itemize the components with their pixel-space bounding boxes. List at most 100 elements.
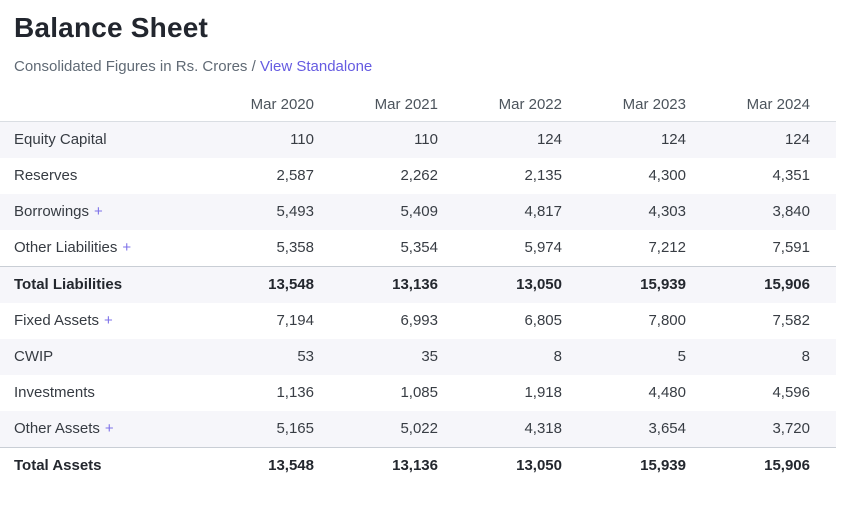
value-cell: 7,591 xyxy=(772,239,810,256)
value-cell: 7,582 xyxy=(772,312,810,329)
row-label-header xyxy=(0,88,216,122)
table-row-reserves: Reserves 2,587 2,262 2,135 4,300 4,351 xyxy=(0,158,836,194)
value-cell: 5,354 xyxy=(400,239,438,256)
subtitle-text: Consolidated Figures in Rs. Crores / xyxy=(14,58,256,75)
row-label: Equity Capital xyxy=(14,131,107,148)
value-cell: 13,136 xyxy=(340,447,464,484)
row-label: Fixed Assets xyxy=(14,312,100,329)
expand-plus-icon: + xyxy=(122,239,132,256)
row-label-cell: Total Liabilities xyxy=(0,266,216,303)
row-label: Other Assets xyxy=(14,420,100,437)
value-cell: 8 xyxy=(801,348,810,365)
row-label-cell: Other Liabilities + xyxy=(0,230,216,267)
row-label: Reserves xyxy=(14,167,78,184)
table-row-cwip: CWIP 53 35 8 5 8 xyxy=(0,339,836,375)
value-cell: 15,906 xyxy=(712,266,836,303)
value-cell: 15,939 xyxy=(588,447,712,484)
col-header-mar-2021: Mar 2021 xyxy=(340,88,464,122)
value-cell: 1,918 xyxy=(524,384,562,401)
value-cell: 7,212 xyxy=(648,239,686,256)
value-cell: 2,262 xyxy=(400,167,438,184)
value-cell: 35 xyxy=(421,348,438,365)
row-label-cell: Investments xyxy=(0,375,216,411)
value-cell: 3,840 xyxy=(772,203,810,220)
expand-row-button-borrowings[interactable]: Borrowings + xyxy=(14,203,103,221)
table-row-other-assets: Other Assets +5,165 5,022 4,318 3,654 3,720 xyxy=(0,411,836,448)
row-label: CWIP xyxy=(14,348,54,365)
table-row-borrowings: Borrowings +5,493 5,409 4,817 4,303 3,840 xyxy=(0,194,836,230)
table-row-other-liabilities: Other Liabilities +5,358 5,354 5,974 7,212 7,… xyxy=(0,230,836,267)
row-label-cell: Fixed Assets + xyxy=(0,303,216,339)
row-label-cell: Reserves xyxy=(0,158,216,194)
value-cell: 110 xyxy=(290,131,314,148)
row-label: Other Liabilities xyxy=(14,239,118,256)
value-cell: 6,993 xyxy=(400,312,438,329)
table-header-row: Mar 2020 Mar 2021 Mar 2022 Mar 2023 Mar 2024 xyxy=(0,88,836,122)
table-row-total-liabilities: Total Liabilities 13,548 13,136 13,050 15,93… xyxy=(0,266,836,303)
value-cell: 4,318 xyxy=(524,420,562,437)
value-cell: 1,085 xyxy=(400,384,438,401)
value-cell: 2,587 xyxy=(276,167,314,184)
value-cell: 124 xyxy=(536,131,562,148)
balance-sheet-section: Balance Sheet Consolidated Figures in Rs… xyxy=(0,12,852,484)
row-label: Investments xyxy=(14,384,95,401)
expand-row-button-other-liabilities[interactable]: Other Liabilities + xyxy=(14,239,131,257)
value-cell: 5,022 xyxy=(400,420,438,437)
value-cell: 5,358 xyxy=(276,239,314,256)
value-cell: 3,720 xyxy=(772,420,810,437)
col-header-mar-2024: Mar 2024 xyxy=(712,88,836,122)
value-cell: 1,136 xyxy=(276,384,314,401)
value-cell: 53 xyxy=(297,348,314,365)
value-cell: 5 xyxy=(677,348,686,365)
value-cell: 124 xyxy=(660,131,686,148)
value-cell: 5,409 xyxy=(400,203,438,220)
row-label-cell: Equity Capital xyxy=(0,122,216,159)
subtitle: Consolidated Figures in Rs. Crores / Vie… xyxy=(14,58,852,76)
table-body: Equity Capital 110 110 124 124 124 Reserves 2,5… xyxy=(0,121,836,484)
table-row-total-assets: Total Assets 13,548 13,136 13,050 15,939 15,9… xyxy=(0,447,836,484)
value-cell: 15,906 xyxy=(712,447,836,484)
value-cell: 15,939 xyxy=(588,266,712,303)
expand-plus-icon: + xyxy=(104,420,114,437)
value-cell: 4,480 xyxy=(648,384,686,401)
row-label: Total Liabilities xyxy=(14,276,123,293)
value-cell: 7,800 xyxy=(648,312,686,329)
expand-row-button-fixed-assets[interactable]: Fixed Assets + xyxy=(14,312,113,330)
value-cell: 5,493 xyxy=(276,203,314,220)
expand-plus-icon: + xyxy=(94,203,103,220)
value-cell: 4,303 xyxy=(648,203,686,220)
table-row-equity-capital: Equity Capital 110 110 124 124 124 xyxy=(0,121,836,159)
row-label: Borrowings xyxy=(14,203,90,220)
value-cell: 5,974 xyxy=(524,239,562,256)
balance-sheet-table: Mar 2020 Mar 2021 Mar 2022 Mar 2023 Mar 2024… xyxy=(0,88,836,484)
expand-plus-icon: + xyxy=(104,312,113,329)
value-cell: 13,136 xyxy=(340,266,464,303)
value-cell: 13,548 xyxy=(216,266,340,303)
value-cell: 5,165 xyxy=(276,420,314,437)
value-cell: 13,050 xyxy=(464,266,588,303)
value-cell: 3,654 xyxy=(648,420,686,437)
value-cell: 110 xyxy=(414,131,438,148)
value-cell: 7,194 xyxy=(276,312,314,329)
row-label-cell: CWIP xyxy=(0,339,216,375)
value-cell: 4,596 xyxy=(772,384,810,401)
value-cell: 4,817 xyxy=(524,203,562,220)
col-header-mar-2023: Mar 2023 xyxy=(588,88,712,122)
value-cell: 13,548 xyxy=(216,447,340,484)
row-label-cell: Other Assets + xyxy=(0,411,216,448)
expand-row-button-other-assets[interactable]: Other Assets + xyxy=(14,420,114,438)
value-cell: 4,351 xyxy=(772,167,810,184)
col-header-mar-2020: Mar 2020 xyxy=(216,88,340,122)
row-label-cell: Borrowings + xyxy=(0,194,216,230)
table-row-fixed-assets: Fixed Assets +7,194 6,993 6,805 7,800 7,582 xyxy=(0,303,836,339)
value-cell: 13,050 xyxy=(464,447,588,484)
view-standalone-link[interactable]: View Standalone xyxy=(259,58,373,75)
value-cell: 6,805 xyxy=(524,312,562,329)
row-label-cell: Total Assets xyxy=(0,447,216,484)
value-cell: 8 xyxy=(553,348,562,365)
table-row-investments: Investments 1,136 1,085 1,918 4,480 4,596 xyxy=(0,375,836,411)
value-cell: 4,300 xyxy=(648,167,686,184)
page-title: Balance Sheet xyxy=(14,12,209,43)
col-header-mar-2022: Mar 2022 xyxy=(464,88,588,122)
value-cell: 2,135 xyxy=(524,167,562,184)
